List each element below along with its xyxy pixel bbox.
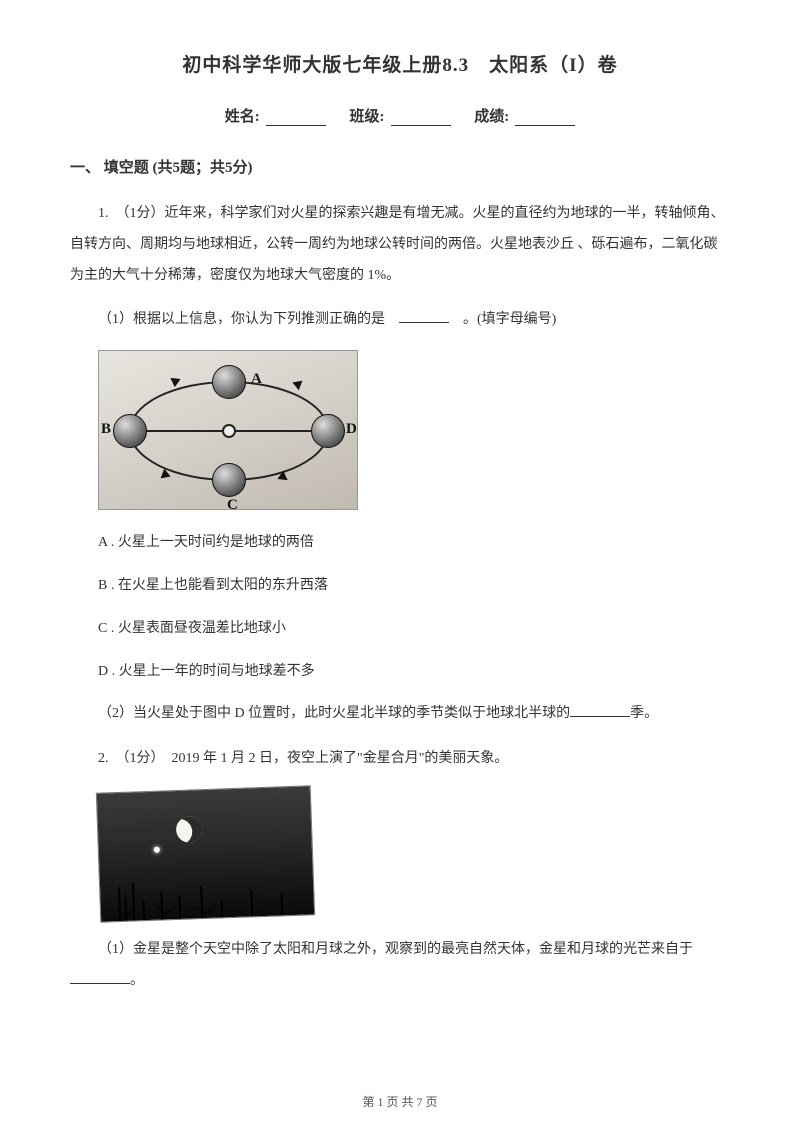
night-sky-photo	[96, 785, 315, 922]
arrow-icon	[167, 374, 180, 387]
planet-a	[212, 365, 246, 399]
q1-sub1-pre: （1）根据以上信息，你认为下列推测正确的是	[98, 312, 399, 327]
orbit-diagram: A B C D	[98, 350, 358, 510]
moon-icon	[176, 816, 203, 843]
q2-sub1-blank[interactable]	[70, 972, 130, 984]
tree-silhouette	[280, 893, 283, 917]
q2-stem: 2. （1分） 2019 年 1 月 2 日，夜空上演了"金星合月"的美丽天象。	[70, 744, 730, 775]
q1-sub1-post: 。(填字母编号)	[449, 312, 556, 327]
branch-silhouette	[114, 890, 155, 921]
q1-option-d: D . 火星上一年的时间与地球差不多	[70, 657, 730, 688]
score-label: 成绩:	[474, 109, 509, 125]
planet-d	[311, 414, 345, 448]
q2-sub1: （1）金星是整个天空中除了太阳和月球之外，观察到的最亮自然天体，金星和月球的光芒…	[70, 935, 730, 997]
branch-silhouette	[192, 887, 233, 918]
tree-silhouette	[250, 890, 253, 918]
class-label: 班级:	[350, 109, 385, 125]
planet-c	[212, 463, 246, 497]
student-info-line: 姓名: 班级: 成绩:	[70, 105, 730, 126]
q2-sub1-pre: （1）金星是整个天空中除了太阳和月球之外，观察到的最亮自然天体，金星和月球的光芒…	[98, 942, 693, 957]
class-blank[interactable]	[391, 112, 451, 126]
venus-icon	[154, 847, 160, 853]
page-title: 初中科学华师大版七年级上册8.3 太阳系（I）卷	[70, 50, 730, 77]
q1-stem: 1. （1分）近年来，科学家们对火星的探索兴趣是有增无减。火星的直径约为地球的一…	[70, 199, 730, 291]
label-c: C	[227, 497, 238, 514]
score-blank[interactable]	[515, 112, 575, 126]
name-label: 姓名:	[225, 109, 260, 125]
label-b: B	[101, 421, 111, 438]
name-blank[interactable]	[266, 112, 326, 126]
label-d: D	[346, 421, 357, 438]
q1-sub2-pre: （2）当火星处于图中 D 位置时，此时火星北半球的季节类似于地球北半球的	[98, 706, 570, 721]
q2-sub1-post: 。	[130, 973, 144, 988]
q1-sub1-blank[interactable]	[399, 311, 449, 323]
q1-sub1: （1）根据以上信息，你认为下列推测正确的是 。(填字母编号)	[70, 305, 730, 336]
q1-sub2-blank[interactable]	[570, 705, 630, 717]
q1-sub2-post: 季。	[630, 706, 658, 721]
section-heading: 一、 填空题 (共5题；共5分)	[70, 156, 730, 177]
q1-sub2: （2）当火星处于图中 D 位置时，此时火星北半球的季节类似于地球北半球的 季。	[70, 699, 730, 730]
planet-b	[113, 414, 147, 448]
q1-option-b: B . 在火星上也能看到太阳的东升西落	[70, 571, 730, 602]
arrow-icon	[292, 377, 305, 390]
q1-option-c: C . 火星表面昼夜温差比地球小	[70, 614, 730, 645]
page-footer: 第 1 页 共 7 页	[0, 1093, 800, 1110]
q1-option-a: A . 火星上一天时间约是地球的两倍	[70, 528, 730, 559]
label-a: A	[251, 371, 262, 388]
branch-silhouette	[154, 888, 195, 919]
